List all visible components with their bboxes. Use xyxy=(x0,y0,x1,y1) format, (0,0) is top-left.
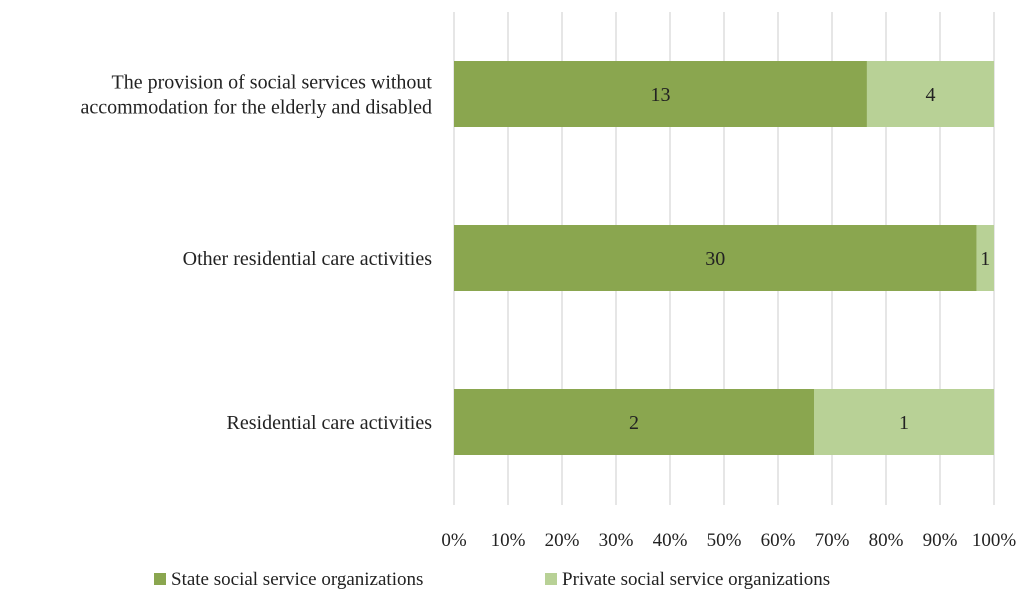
category-label: Residential care activities xyxy=(227,412,433,434)
data-label: 13 xyxy=(650,84,670,106)
x-tick-label: 10% xyxy=(491,530,526,551)
bar-segment-private xyxy=(866,61,994,127)
x-tick-label: 80% xyxy=(869,530,904,551)
x-tick-label: 0% xyxy=(441,530,467,551)
legend-swatch xyxy=(154,573,166,585)
legend-label: Private social service organizations xyxy=(562,569,830,590)
label-layer: 13 4 30 1 2 1 xyxy=(629,84,990,434)
category-label: The provision of social services without… xyxy=(80,72,432,119)
legend-item-state: State social service organizations xyxy=(154,569,423,590)
category-labels: The provision of social services without… xyxy=(80,72,432,435)
bar-layer xyxy=(454,61,994,455)
data-label: 2 xyxy=(629,412,639,434)
bar-segment-state xyxy=(454,225,977,291)
legend: State social service organizations Privat… xyxy=(154,569,830,590)
legend-item-private: Private social service organizations xyxy=(545,569,830,590)
bar-segment-private xyxy=(976,225,994,291)
legend-swatch xyxy=(545,573,557,585)
x-tick-label: 30% xyxy=(599,530,634,551)
bar-segment-private xyxy=(814,389,994,455)
bar-segment-state xyxy=(454,61,867,127)
x-tick-label: 60% xyxy=(761,530,796,551)
legend-label: State social service organizations xyxy=(171,569,423,590)
x-tick-label: 70% xyxy=(815,530,850,551)
data-label: 30 xyxy=(705,248,725,270)
data-label: 1 xyxy=(980,248,990,270)
x-tick-label: 20% xyxy=(545,530,580,551)
data-label: 1 xyxy=(899,412,909,434)
data-label: 4 xyxy=(925,84,935,106)
x-tick-label: 90% xyxy=(923,530,958,551)
category-label: Other residential care activities xyxy=(183,248,433,270)
bar-segment-state xyxy=(454,389,814,455)
x-tick-label: 100% xyxy=(972,530,1017,551)
x-tick-label: 40% xyxy=(653,530,688,551)
x-tick-label: 50% xyxy=(707,530,742,551)
x-axis-ticks: 0% 10% 20% 30% 40% 50% 60% 70% 80% 90% 100% xyxy=(441,530,1016,551)
